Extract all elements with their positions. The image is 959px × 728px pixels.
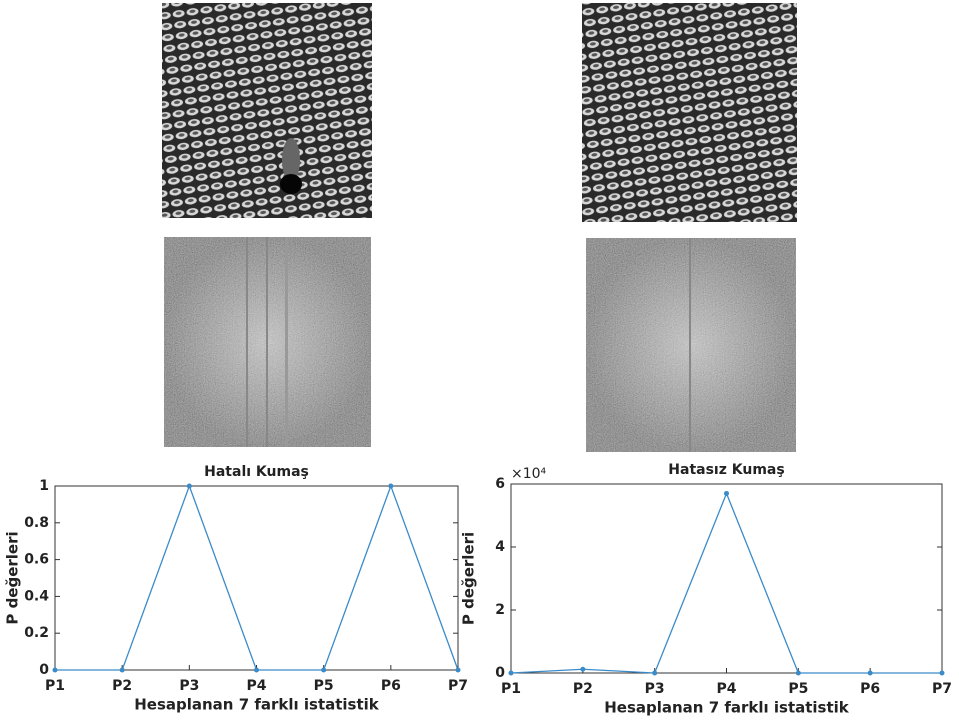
x-tick-label: P3 <box>645 681 665 697</box>
y-tick-label: 0.2 <box>24 625 49 641</box>
fabric-image-clean <box>582 3 797 222</box>
marker <box>52 667 58 673</box>
x-tick-label: P5 <box>314 678 334 694</box>
x-tick-label: P7 <box>448 678 468 694</box>
x-tick-label: P4 <box>246 678 266 694</box>
x-axis-label: Hesaplanan 7 farklı istatistik <box>134 696 380 714</box>
line <box>510 491 942 674</box>
marker <box>939 670 945 676</box>
fft-image-defective <box>164 237 371 447</box>
line <box>55 484 459 671</box>
marker <box>724 490 729 496</box>
marker <box>867 670 873 676</box>
y-tick-label: 2 <box>495 602 505 618</box>
y-tick-label: 0.6 <box>24 552 49 568</box>
y-tick-label: 0.8 <box>24 515 49 531</box>
chart-title: Hatasız Kumaş <box>668 462 784 478</box>
marker <box>119 667 125 673</box>
marker <box>508 670 514 676</box>
y-axis-label: P değerleri <box>4 531 22 624</box>
y-tick-label: 0 <box>39 662 49 678</box>
fft-image-clean <box>586 238 796 452</box>
y-axis-label: P değerleri <box>460 532 478 625</box>
marker <box>388 483 394 489</box>
x-tick-label: P2 <box>112 678 132 694</box>
y-tick-label: 1 <box>39 478 49 494</box>
x-tick-label: P6 <box>381 678 401 694</box>
marker <box>795 670 801 676</box>
axes-box <box>54 485 459 671</box>
x-tick-label: P6 <box>860 681 880 697</box>
x-tick-label: P2 <box>573 681 593 697</box>
x-tick-label: P5 <box>788 681 808 697</box>
x-tick-label: P3 <box>179 678 199 694</box>
y-tick-label: 6 <box>495 476 505 492</box>
x-tick-label: P1 <box>45 678 65 694</box>
chart-title: Hatalı Kumaş <box>204 464 309 480</box>
marker <box>321 667 327 673</box>
fabric-image-defective <box>162 3 372 218</box>
marker <box>186 483 192 489</box>
x-tick-label: P1 <box>501 681 521 697</box>
marker <box>455 667 461 673</box>
x-tick-label: P7 <box>932 681 952 697</box>
y-multiplier: ×10⁴ <box>511 466 547 482</box>
x-axis-label: Hesaplanan 7 farklı istatistik <box>604 699 850 717</box>
marker <box>580 666 586 672</box>
axes-box <box>510 483 943 674</box>
y-tick-label: 0 <box>495 665 505 681</box>
marker <box>254 667 259 673</box>
y-tick-label: 4 <box>495 539 505 555</box>
marker <box>652 670 658 676</box>
y-tick-label: 0.4 <box>24 588 49 604</box>
x-tick-label: P4 <box>716 681 736 697</box>
